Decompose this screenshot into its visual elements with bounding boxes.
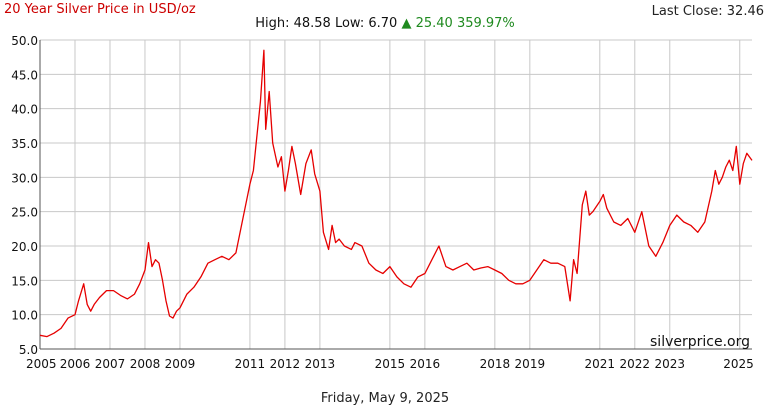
x-tick-label: 2016 [410, 357, 441, 371]
last-close-label: Last Close: 32.46 [651, 4, 764, 19]
y-tick-label: 50.0 [11, 34, 38, 48]
y-tick-label: 5.0 [19, 343, 38, 357]
x-tick-label: 2006 [60, 357, 91, 371]
y-tick-label: 30.0 [11, 171, 38, 185]
y-tick-label: 20.0 [11, 240, 38, 254]
x-tick-label: 2008 [130, 357, 161, 371]
x-tick-label: 2013 [305, 357, 336, 371]
change-value: 25.40 [415, 16, 453, 31]
watermark: silverprice.org [650, 334, 750, 350]
chart-axes [39, 40, 752, 350]
x-tick-label: 2009 [165, 357, 196, 371]
y-tick-label: 25.0 [11, 206, 38, 220]
x-tick-label: 2015 [375, 357, 406, 371]
price-stats: High: 48.58 Low: 6.70 ▲ 25.40 359.97% [0, 16, 770, 31]
x-tick-label: 2012 [270, 357, 301, 371]
high-low-label: High: 48.58 Low: 6.70 [255, 16, 398, 31]
x-tick-label: 2025 [723, 357, 754, 371]
price-series [39, 49, 753, 338]
y-tick-label: 45.0 [11, 68, 38, 82]
x-tick-label: 2011 [235, 357, 266, 371]
x-tick-label: 2018 [480, 357, 511, 371]
x-tick-label: 2007 [95, 357, 126, 371]
price-line [39, 49, 753, 338]
y-tick-label: 10.0 [11, 309, 38, 323]
chart-title: 20 Year Silver Price in USD/oz [4, 2, 196, 17]
y-tick-label: 15.0 [11, 274, 38, 288]
x-tick-label: 2021 [585, 357, 616, 371]
x-tick-label: 2019 [515, 357, 546, 371]
change-percent: 359.97% [456, 16, 515, 31]
y-tick-label: 40.0 [11, 103, 38, 117]
y-tick-label: 35.0 [11, 137, 38, 151]
x-tick-label: 2023 [655, 357, 686, 371]
tick-labels: 5.0 10.0 15.0 20.0 25.0 30.0 35.0 40.0 45.0 50.0 2… [11, 34, 753, 371]
chart-grid [39, 39, 752, 350]
x-tick-label: 2022 [620, 357, 651, 371]
up-arrow-icon: ▲ [401, 16, 412, 31]
date-footer: Friday, May 9, 2025 [320, 391, 450, 406]
x-tick-label: 2005 [26, 357, 57, 371]
